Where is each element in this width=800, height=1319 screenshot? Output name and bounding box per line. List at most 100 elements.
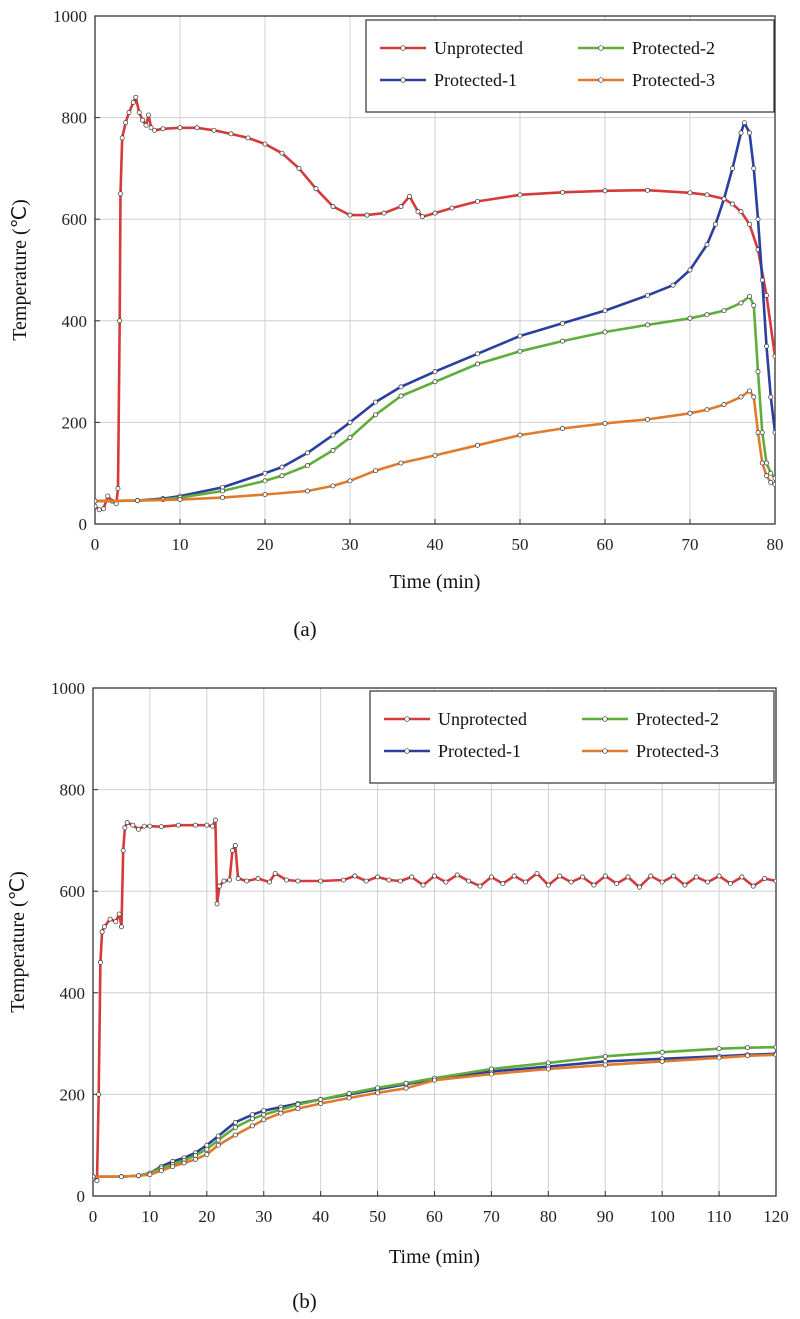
data-point xyxy=(475,351,480,357)
data-point xyxy=(488,1066,494,1072)
data-point xyxy=(772,475,775,481)
data-point xyxy=(773,878,776,884)
data-point xyxy=(443,879,449,885)
data-point xyxy=(232,1119,238,1125)
data-point xyxy=(704,407,710,413)
legend-entry: Protected-1 xyxy=(438,741,521,761)
data-point xyxy=(177,497,183,503)
y-tick-label: 600 xyxy=(62,210,88,229)
x-tick-label: 20 xyxy=(257,535,274,554)
series-protected-3 xyxy=(95,388,775,504)
data-point xyxy=(580,874,585,880)
data-point xyxy=(645,187,650,193)
y-axis-label: Temperature (℃) xyxy=(9,199,31,341)
data-point xyxy=(235,876,241,881)
data-point xyxy=(177,125,183,131)
data-point xyxy=(614,881,620,887)
data-point xyxy=(773,1052,776,1058)
data-point xyxy=(560,338,565,344)
data-point xyxy=(398,384,404,390)
data-point xyxy=(741,120,747,126)
data-point xyxy=(194,125,200,131)
data-point xyxy=(755,369,761,375)
data-point xyxy=(347,435,353,441)
chart-panel-2: 0 10 20 30 40 50 60 70 80 90 100 110 120 0 200 400 600 80… xyxy=(7,679,789,1313)
data-point xyxy=(229,848,235,854)
data-point xyxy=(403,1080,409,1086)
legend-marker xyxy=(602,748,608,754)
legend-marker xyxy=(400,45,406,51)
x-tick-label: 90 xyxy=(597,1207,614,1226)
data-point xyxy=(602,1062,608,1068)
data-point xyxy=(244,878,250,884)
data-point xyxy=(130,99,136,105)
data-point xyxy=(475,361,480,367)
data-point xyxy=(751,394,757,400)
data-point xyxy=(158,1168,164,1174)
data-point xyxy=(687,315,693,321)
data-point xyxy=(704,192,710,198)
data-point xyxy=(432,369,438,375)
data-point xyxy=(284,877,289,883)
series-protected-2 xyxy=(95,293,775,504)
data-point xyxy=(659,1049,665,1055)
y-tick-label: 1000 xyxy=(51,679,85,698)
data-point xyxy=(768,479,774,485)
data-point xyxy=(517,432,523,438)
data-point xyxy=(107,916,113,922)
data-point xyxy=(330,204,336,209)
data-point xyxy=(295,1102,301,1108)
data-point xyxy=(119,135,125,141)
data-point xyxy=(143,122,149,128)
data-point xyxy=(755,430,761,436)
data-point xyxy=(136,110,142,115)
data-point xyxy=(215,1137,221,1143)
data-point xyxy=(232,843,238,848)
data-point xyxy=(772,353,775,359)
data-point xyxy=(747,221,752,227)
data-point xyxy=(175,822,181,828)
y-tick-label: 0 xyxy=(79,515,88,534)
data-point xyxy=(534,870,540,876)
data-point xyxy=(500,881,506,887)
data-point xyxy=(488,874,494,880)
data-point xyxy=(95,498,98,504)
data-point xyxy=(432,452,438,458)
data-point xyxy=(545,1060,551,1066)
data-point xyxy=(466,878,472,884)
data-point xyxy=(738,130,744,136)
legend-marker xyxy=(598,45,604,51)
data-point xyxy=(119,1174,124,1180)
data-point xyxy=(266,879,272,885)
data-point xyxy=(747,388,752,394)
y-tick-label: 200 xyxy=(62,413,88,432)
data-point xyxy=(738,300,744,306)
data-point xyxy=(152,127,157,133)
data-point xyxy=(747,130,752,136)
data-point xyxy=(318,1101,324,1106)
x-axis-label: Time (min) xyxy=(389,1246,480,1268)
data-point xyxy=(373,399,378,405)
data-point xyxy=(305,463,310,469)
data-point xyxy=(347,212,353,218)
data-point xyxy=(347,478,353,484)
data-point xyxy=(772,430,775,436)
data-point xyxy=(93,1174,96,1180)
data-point xyxy=(262,478,268,484)
data-point xyxy=(419,214,425,220)
data-point xyxy=(192,1152,198,1158)
x-axis-label: Time (min) xyxy=(390,571,481,593)
legend-marker xyxy=(400,77,406,83)
data-point xyxy=(122,825,128,831)
data-point xyxy=(768,470,774,476)
legend-entry: Protected-2 xyxy=(636,709,719,729)
series-unprotected xyxy=(93,817,776,1184)
data-point xyxy=(99,929,105,935)
data-point xyxy=(346,1090,352,1096)
x-tick-label: 0 xyxy=(91,535,100,554)
data-point xyxy=(407,193,412,199)
x-tick-label: 60 xyxy=(426,1207,443,1226)
data-point xyxy=(398,393,404,399)
data-point xyxy=(249,1112,255,1118)
